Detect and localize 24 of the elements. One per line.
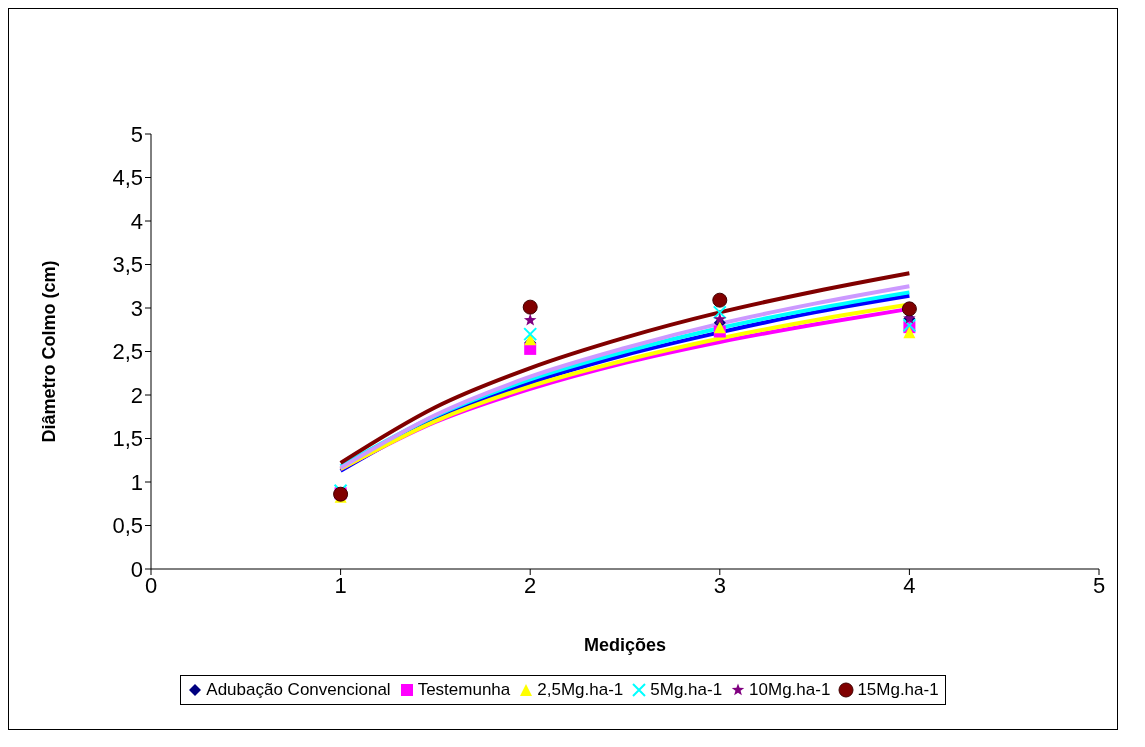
- y-tick-label: 3,5: [112, 252, 143, 278]
- y-tick-label: 4,5: [112, 165, 143, 191]
- y-tick-label: 5: [130, 121, 143, 147]
- y-tick-label: 1,5: [112, 426, 143, 452]
- legend-label: 10Mg.ha-1: [749, 680, 831, 700]
- y-tick-label: 1: [130, 469, 143, 495]
- x-tick-label: 4: [903, 572, 916, 598]
- legend-label: Adubação Convencional: [206, 680, 391, 700]
- x-tick-label: 1: [334, 572, 347, 598]
- y-tick-label: 2: [130, 382, 143, 408]
- legend-label: Testemunha: [417, 680, 511, 700]
- legend-label: 15Mg.ha-1: [857, 680, 939, 700]
- y-tick-label: 0,5: [112, 513, 143, 539]
- y-tick-label: 2,5: [112, 339, 143, 365]
- x-tick-label: 2: [524, 572, 537, 598]
- y-axis-title: Diâmetro Colmo (cm): [39, 260, 60, 443]
- y-tick-label: 4: [130, 208, 143, 234]
- y-tick-label: 3: [130, 295, 143, 321]
- x-tick-label: 5: [1092, 572, 1106, 598]
- x-tick-label: 3: [713, 572, 726, 598]
- legend-label: 2,5Mg.ha-1: [537, 680, 624, 700]
- y-tick-label: 0: [130, 556, 143, 582]
- x-axis-title: Medições: [583, 635, 667, 655]
- legend-label: 5Mg.ha-1: [650, 680, 723, 700]
